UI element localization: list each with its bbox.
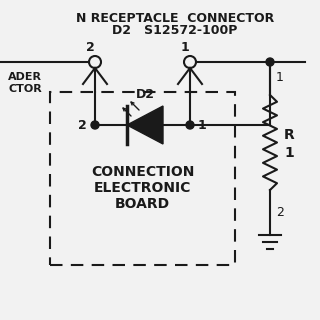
Text: BOARD: BOARD bbox=[115, 197, 170, 211]
Text: 1: 1 bbox=[180, 41, 189, 54]
Circle shape bbox=[89, 56, 101, 68]
Circle shape bbox=[184, 56, 196, 68]
Bar bbox=[50, 92, 235, 265]
Text: D2   S12572-100P: D2 S12572-100P bbox=[112, 24, 238, 37]
Text: 2: 2 bbox=[276, 205, 284, 219]
Text: 1: 1 bbox=[198, 118, 207, 132]
Polygon shape bbox=[127, 106, 163, 144]
Text: N RECEPTACLE  CONNECTOR: N RECEPTACLE CONNECTOR bbox=[76, 12, 274, 25]
Circle shape bbox=[91, 121, 99, 129]
Text: 1: 1 bbox=[284, 146, 294, 159]
Circle shape bbox=[186, 121, 194, 129]
Text: CONNECTION: CONNECTION bbox=[91, 165, 194, 179]
Text: ADER: ADER bbox=[8, 72, 42, 82]
Text: CTOR: CTOR bbox=[8, 84, 42, 94]
Text: D2: D2 bbox=[135, 88, 155, 101]
Text: 2: 2 bbox=[86, 41, 94, 54]
Text: R: R bbox=[284, 127, 295, 141]
Text: 1: 1 bbox=[276, 70, 284, 84]
Text: ELECTRONIC: ELECTRONIC bbox=[94, 181, 191, 195]
Circle shape bbox=[266, 58, 274, 66]
Text: 2: 2 bbox=[78, 118, 87, 132]
